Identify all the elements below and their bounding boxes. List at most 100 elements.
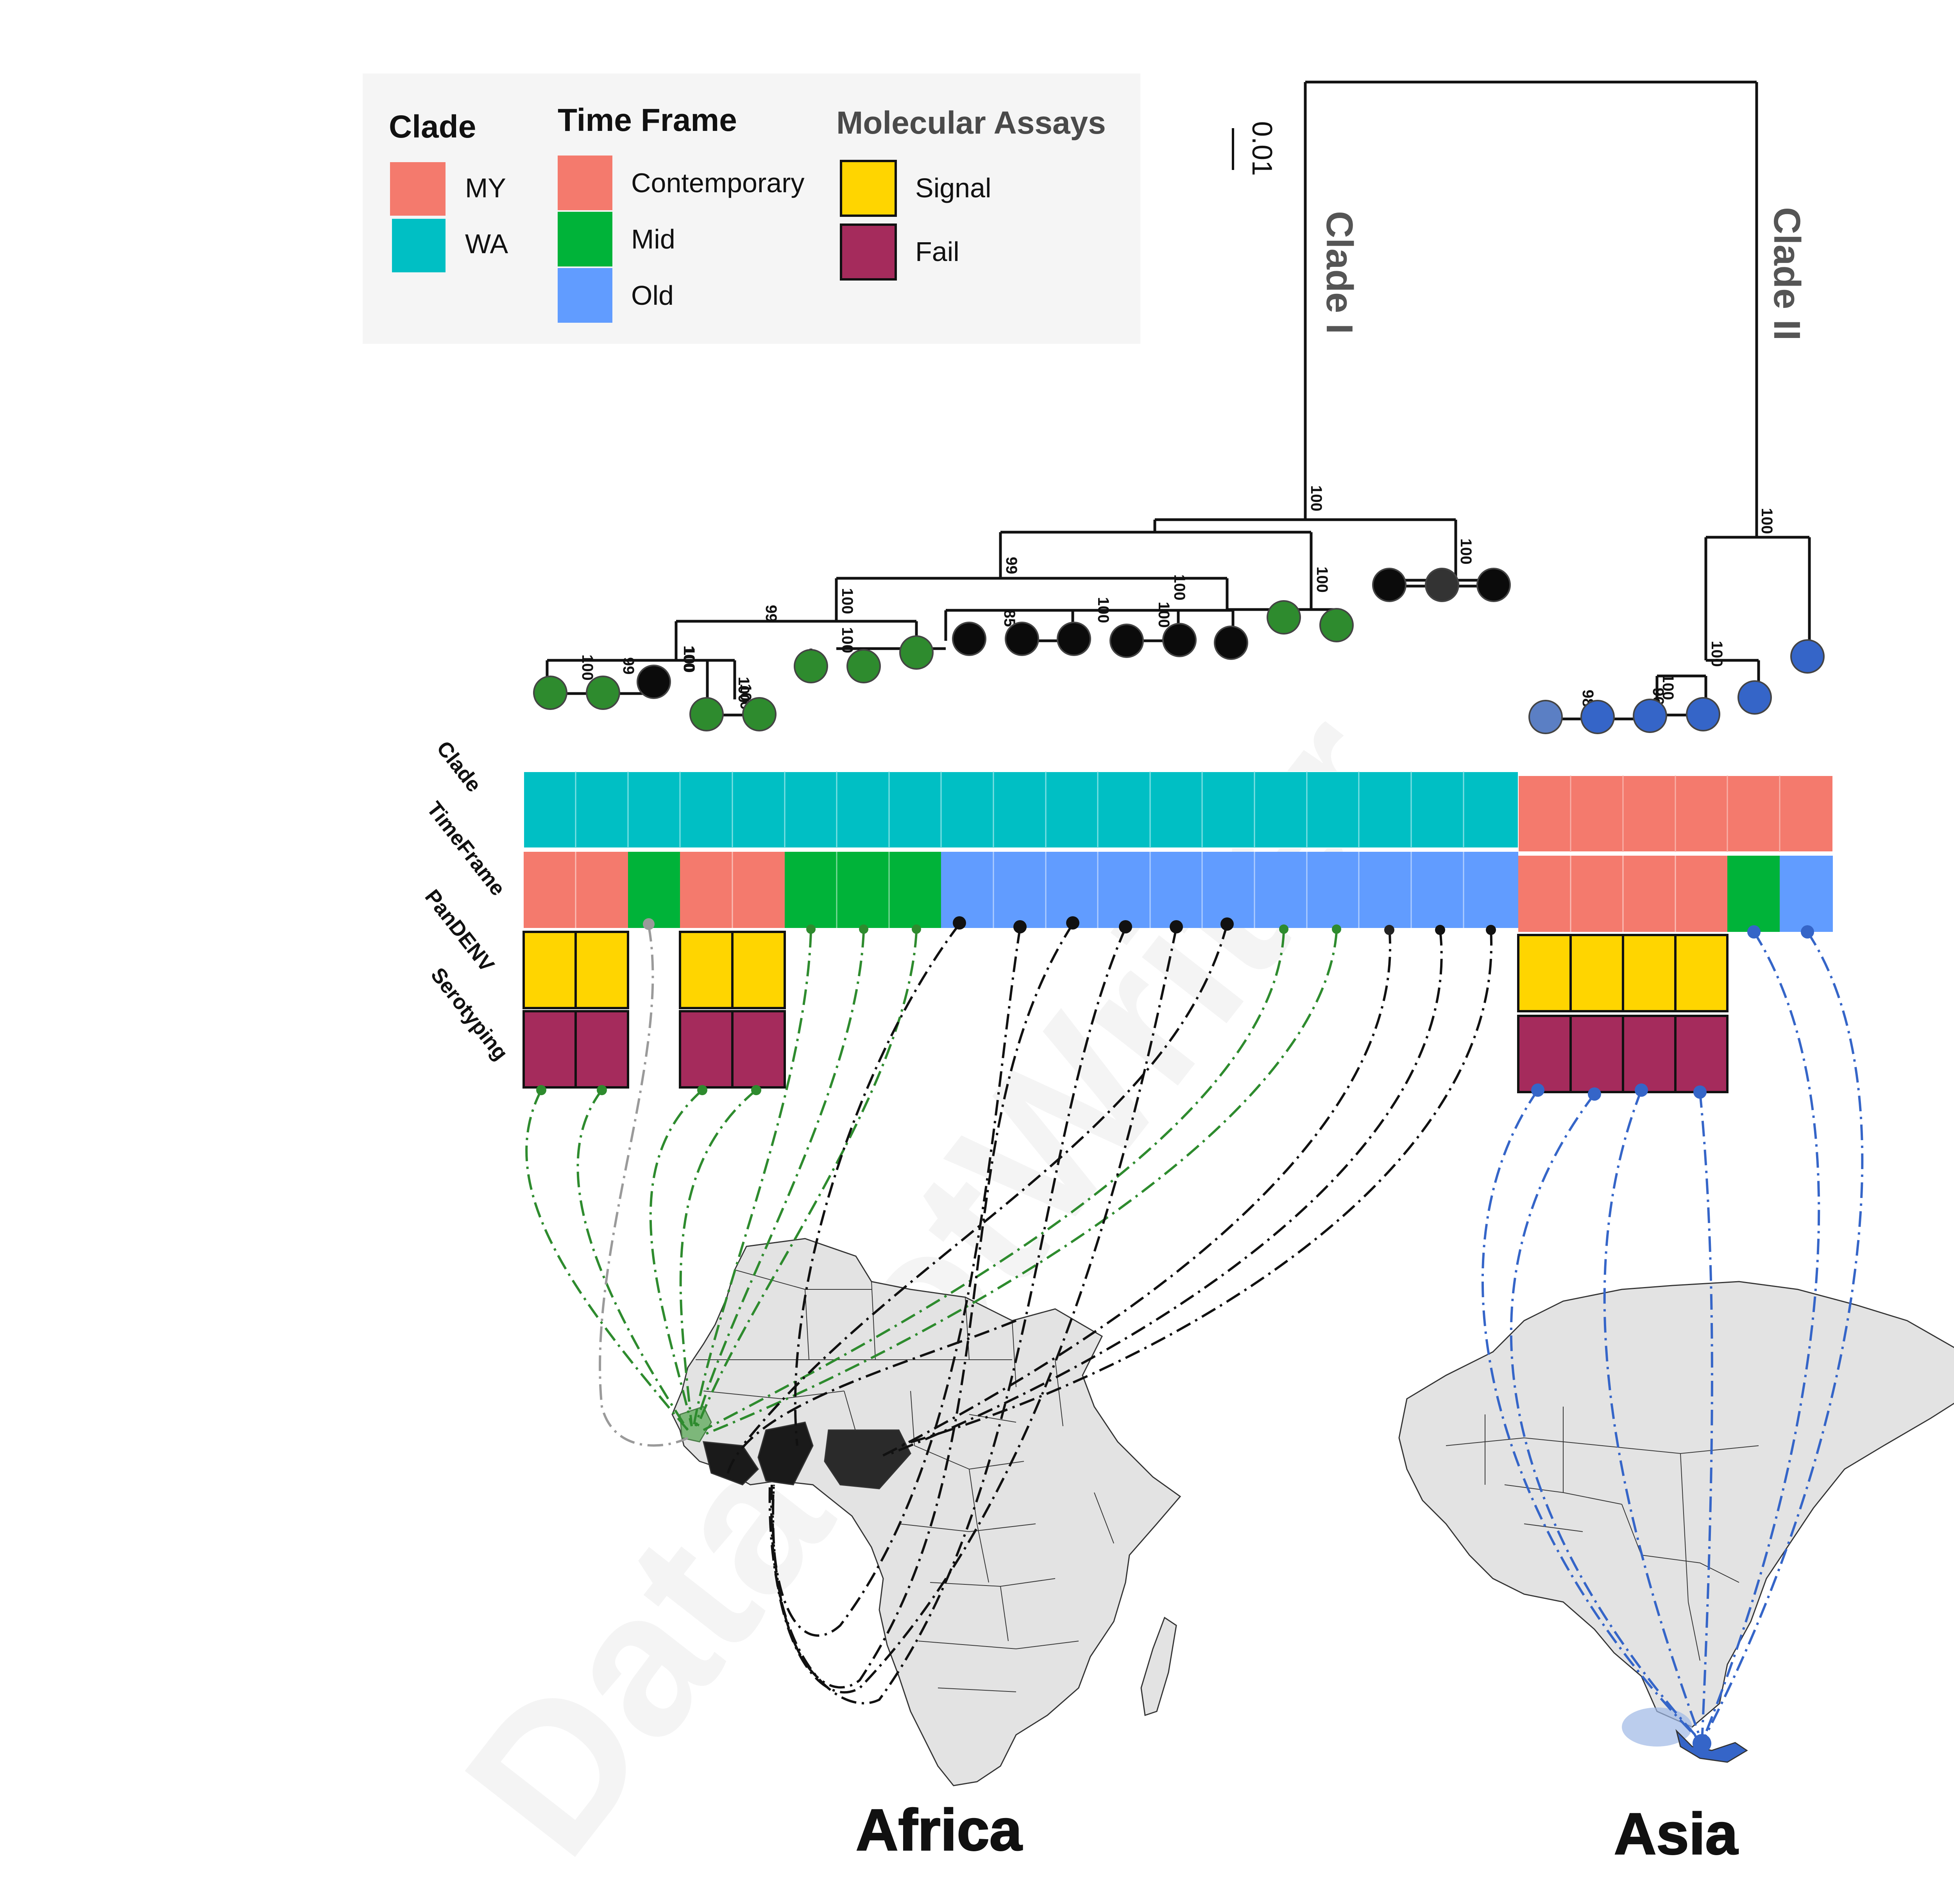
clade-cell-dividers-my <box>1570 776 1780 852</box>
connector-dot <box>953 916 966 930</box>
clade-i-label: Clade I <box>1319 211 1360 334</box>
legend-swatch-old <box>558 268 612 323</box>
bootstrap-label: 100 <box>1457 538 1474 565</box>
legend-label-mid: Mid <box>631 224 675 254</box>
tip-black <box>952 622 986 656</box>
track-label-serotyping: Serotyping <box>426 963 513 1064</box>
malaysia-highlight <box>1622 1707 1692 1747</box>
serotyping-fail <box>574 1010 629 1089</box>
clade-cell-dividers <box>575 772 1464 848</box>
bootstrap-label: 100 <box>579 654 596 681</box>
connector-dot <box>1801 925 1814 939</box>
tip-green <box>689 697 724 731</box>
tip-green <box>846 649 881 683</box>
tip-blue <box>1528 700 1563 734</box>
connector-dot <box>1220 917 1234 931</box>
bootstrap-label: 100 <box>1708 641 1725 667</box>
bootstrap-label: 100 <box>839 627 856 653</box>
tip-blue <box>1790 639 1825 674</box>
connector-dot <box>1332 924 1341 934</box>
madagascar <box>1140 1616 1177 1716</box>
pandenv-signal <box>522 931 577 1009</box>
connector-dot <box>1635 1083 1648 1097</box>
tf-cell-old <box>1780 856 1833 932</box>
legend-time-frame: Time Frame Contemporary Mid Old <box>558 102 805 323</box>
tip-black <box>1162 623 1197 657</box>
connector-black <box>741 924 1228 1446</box>
connector-dot <box>1170 920 1183 933</box>
connector-blue <box>1701 931 1864 1743</box>
connector-dot <box>1384 925 1394 935</box>
tip-blue <box>1633 699 1667 733</box>
west-africa-dark-2 <box>757 1421 814 1486</box>
scale-label: 0.01 <box>1246 121 1278 176</box>
region-label-asia: Asia <box>1614 1801 1738 1866</box>
africa-outline <box>671 1238 1181 1786</box>
connector-blue <box>1481 1089 1703 1744</box>
connector-black <box>890 930 1443 1455</box>
connector-green <box>649 1089 703 1427</box>
legend-swatch-my <box>390 162 446 216</box>
tip-blue <box>1580 700 1615 734</box>
legend: Clade MY WA Time Frame Contemporary Mid … <box>363 73 1140 344</box>
legend-label-wa: WA <box>465 229 508 259</box>
tip-green <box>742 697 777 731</box>
connector-green <box>576 1089 689 1431</box>
legend-clade: Clade MY WA <box>389 109 508 272</box>
connector-dot <box>1693 1085 1707 1099</box>
connector-lines <box>525 923 1864 1744</box>
legend-swatch-wa <box>392 219 446 272</box>
legend-label-my: MY <box>465 173 506 203</box>
bootstrap-label: 100 <box>735 677 752 703</box>
connector-black <box>794 923 961 1446</box>
connector-black <box>879 928 1391 1459</box>
connector-dot <box>1435 925 1445 935</box>
pandenv-signal <box>1674 934 1729 1012</box>
serotyping-fail <box>1674 1015 1729 1093</box>
connector-dot <box>536 1085 546 1095</box>
connector-black <box>770 928 1177 1694</box>
bootstrap-label: 100 <box>1171 574 1188 601</box>
tip-green <box>794 649 828 683</box>
legend-label-signal: Signal <box>915 173 991 203</box>
clade-cell-wa <box>523 771 1519 848</box>
tip-green <box>1267 600 1301 635</box>
clade-ii-label: Clade II <box>1766 207 1808 340</box>
tip-black <box>1057 622 1091 656</box>
track-labels: Clade TimeFrame PanDENV Serotyping <box>421 737 513 1064</box>
tip-black <box>1476 568 1511 602</box>
bootstrap-label: 99 <box>620 657 637 675</box>
tip-black <box>637 665 671 699</box>
africa-borders <box>696 1269 1114 1692</box>
tip-blue <box>1686 697 1720 731</box>
connector-dot <box>751 1085 761 1095</box>
malaysia-hub-dot <box>1693 1734 1711 1753</box>
pandenv-signal <box>574 931 629 1009</box>
legend-label-contemporary: Contemporary <box>631 168 805 198</box>
pandenv-signal <box>1517 934 1572 1012</box>
tip-black <box>1005 622 1039 656</box>
connector-blue <box>1701 931 1820 1743</box>
bootstrap-label: 100 <box>839 588 856 614</box>
connector-black <box>898 930 1493 1447</box>
bootstrap-label: 99 <box>762 605 780 622</box>
bootstrap-label: 100 <box>1155 602 1172 628</box>
connector-blue <box>1510 1093 1703 1744</box>
pandenv-signal <box>1569 934 1624 1012</box>
connector-green <box>705 931 1338 1435</box>
track-label-pandenv: PanDENV <box>421 885 499 976</box>
serotyping-fail <box>1622 1015 1677 1093</box>
connector-dot <box>643 918 655 930</box>
pandenv-signal <box>679 931 734 1009</box>
pandenv-track <box>522 931 1729 1012</box>
connector-dot <box>597 1085 607 1095</box>
connector-black <box>772 923 1074 1689</box>
connector-dot <box>859 924 868 934</box>
west-africa-dark-3 <box>824 1429 911 1489</box>
serotyping-fail <box>1569 1015 1624 1093</box>
tip-blue <box>1737 680 1772 715</box>
region-label-africa: Africa <box>856 1797 1023 1863</box>
legend-swatch-fail <box>840 223 897 281</box>
tip-green <box>1319 608 1354 642</box>
